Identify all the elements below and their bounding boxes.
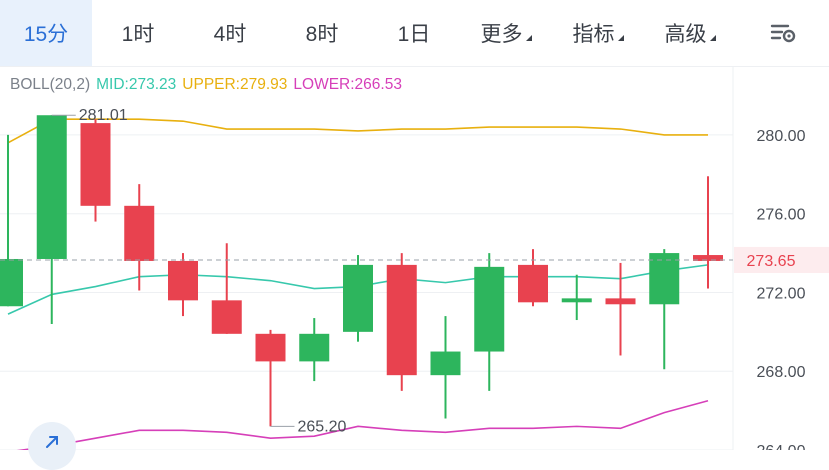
tab-label: 8时 xyxy=(305,23,339,46)
boll-mid-value: MID:273.23 xyxy=(96,76,177,93)
candle-body[interactable] xyxy=(561,298,592,303)
tab-label: 1时 xyxy=(121,23,155,46)
candle-body[interactable] xyxy=(80,123,111,206)
y-tick-label: 280.00 xyxy=(757,128,806,145)
y-tick-label: 272.00 xyxy=(757,285,806,302)
tab-label: 指标 xyxy=(572,23,615,46)
dropdown-caret-icon xyxy=(617,35,624,41)
boll-name: BOLL(20,2) xyxy=(10,76,91,93)
dropdown-caret-icon xyxy=(525,35,532,41)
y-tick-label: 264.00 xyxy=(757,443,806,450)
candle-body[interactable] xyxy=(124,205,155,261)
dropdown-caret-icon xyxy=(709,35,716,41)
tab-label: 15分 xyxy=(23,23,69,46)
boll-lower-value: LOWER:266.53 xyxy=(293,76,402,93)
candle-body[interactable] xyxy=(386,264,417,376)
current-price-tag xyxy=(734,246,829,273)
tab-7[interactable]: 高级 xyxy=(644,0,736,66)
tab-4[interactable]: 1日 xyxy=(368,0,460,66)
candle-body[interactable] xyxy=(0,258,23,307)
candle-body[interactable] xyxy=(299,333,330,362)
tab-2[interactable]: 4时 xyxy=(184,0,276,66)
candle-body[interactable] xyxy=(211,300,242,334)
tab-6[interactable]: 指标 xyxy=(552,0,644,66)
arrow-up-right-icon xyxy=(46,436,58,448)
tab-1[interactable]: 1时 xyxy=(92,0,184,66)
candle-body[interactable] xyxy=(474,266,505,352)
candle-body[interactable] xyxy=(649,253,680,305)
chart-settings-icon[interactable] xyxy=(736,0,829,66)
boll-lower-line xyxy=(16,399,709,450)
timeframe-tab-bar: 15分 1时 4时 8时 1日 更多 指标 高级 xyxy=(0,0,829,67)
expand-chart-button[interactable] xyxy=(28,422,76,470)
y-tick-label: 276.00 xyxy=(757,207,806,224)
y-tick-label: 268.00 xyxy=(757,364,806,381)
tab-label: 高级 xyxy=(664,23,707,46)
candle-body[interactable] xyxy=(518,264,548,303)
boll-upper-line xyxy=(7,118,708,144)
candle-body[interactable] xyxy=(36,115,67,259)
indicator-legend: BOLL(20,2) MID:273.23 UPPER:279.93 LOWER:26… xyxy=(10,76,408,94)
candlestick-chart[interactable]: 273.65 280.00 276.00 272.00 268.00 264.00 281.… xyxy=(0,66,829,450)
candle-body[interactable] xyxy=(343,264,373,332)
current-price-label: 273.65 xyxy=(747,253,796,270)
tab-label: 1日 xyxy=(397,23,431,46)
candle-body[interactable] xyxy=(693,255,723,261)
tab-label: 4时 xyxy=(213,23,247,46)
high-price-label: 281.01 xyxy=(79,107,128,124)
candle-body[interactable] xyxy=(168,260,198,301)
tab-label: 更多 xyxy=(480,23,523,46)
tab-0[interactable]: 15分 xyxy=(0,0,92,66)
low-price-label: 265.20 xyxy=(298,418,347,435)
boll-upper-value: UPPER:279.93 xyxy=(182,76,288,93)
candle-body[interactable] xyxy=(605,298,636,305)
candle-body[interactable] xyxy=(430,351,461,376)
tab-3[interactable]: 8时 xyxy=(276,0,368,66)
candle-body[interactable] xyxy=(255,333,286,362)
tab-5[interactable]: 更多 xyxy=(460,0,552,66)
